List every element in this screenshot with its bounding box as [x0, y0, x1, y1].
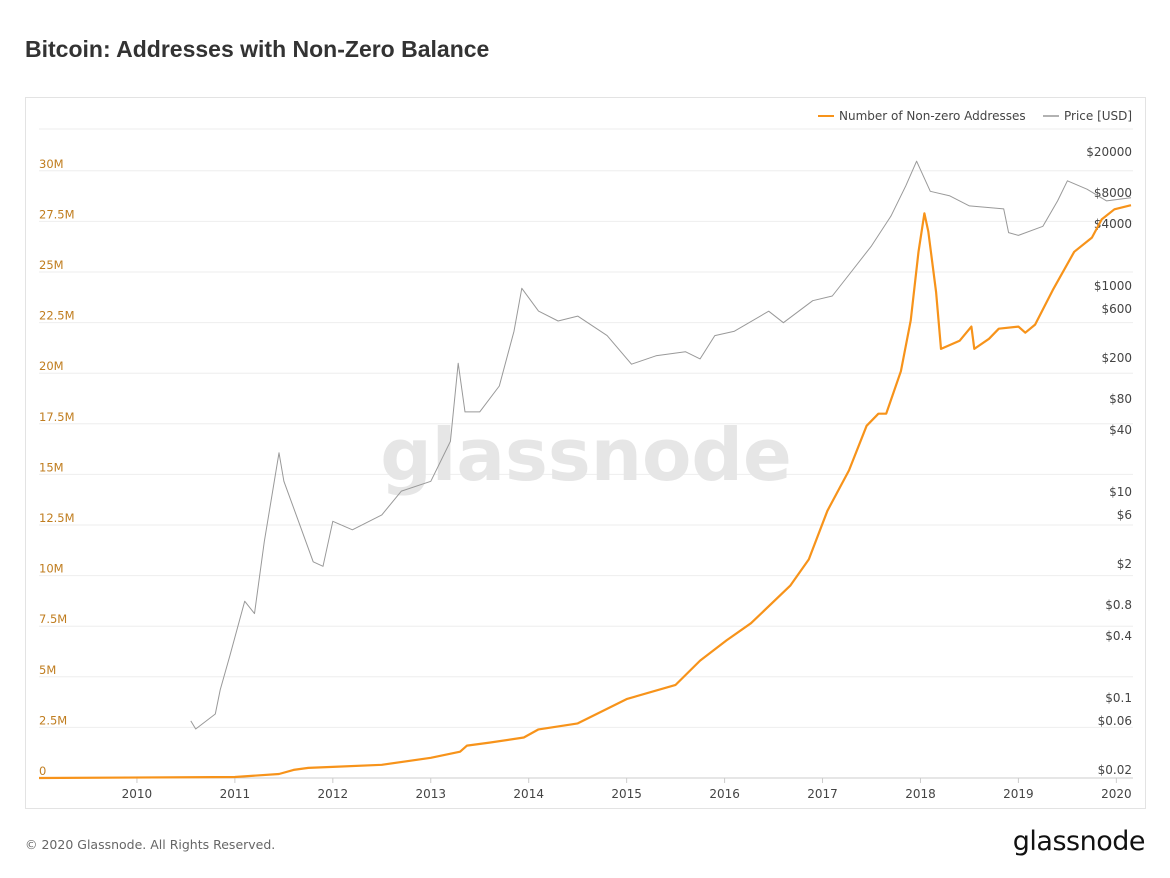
- copyright: © 2020 Glassnode. All Rights Reserved.: [25, 837, 276, 852]
- right-tick-label: $600: [1101, 302, 1132, 316]
- left-tick-label: 10M: [39, 562, 64, 576]
- left-tick-label: 22.5M: [39, 309, 75, 323]
- left-tick-label: 30M: [39, 157, 64, 171]
- left-tick-label: 20M: [39, 359, 64, 373]
- left-tick-label: 25M: [39, 258, 64, 272]
- left-tick-label: 12.5M: [39, 511, 75, 525]
- right-tick-label: $0.02: [1098, 763, 1132, 777]
- left-tick-label: 17.5M: [39, 410, 75, 424]
- x-tick-label: 2016: [709, 787, 740, 801]
- chart-title: Bitcoin: Addresses with Non-Zero Balance: [25, 36, 490, 62]
- right-tick-label: $10: [1109, 485, 1132, 499]
- x-tick-label: 2015: [611, 787, 642, 801]
- series-line-price: [190, 160, 1132, 730]
- x-tick-label: 2020: [1101, 787, 1132, 801]
- right-tick-label: $6: [1117, 508, 1132, 522]
- right-tick-label: $4000: [1094, 217, 1132, 231]
- left-tick-label: 15M: [39, 460, 64, 474]
- chart: 0 2.5M 5M 7.5M 10M 12.5M 15M 17.5M 20M 22.5M 25M 27…: [38, 109, 1133, 801]
- right-tick-label: $80: [1109, 392, 1132, 406]
- watermark: glassnode: [380, 413, 792, 497]
- glassnode-logo: glassnode: [1012, 826, 1146, 857]
- legend-label-addresses: Number of Non-zero Addresses: [839, 109, 1026, 123]
- right-tick-label: $0.4: [1105, 629, 1132, 643]
- x-tick-label: 2013: [415, 787, 446, 801]
- x-tick-label: 2012: [318, 787, 349, 801]
- right-tick-label: $0.06: [1098, 714, 1132, 728]
- x-tick-label: 2011: [220, 787, 251, 801]
- right-tick-label: $0.1: [1105, 691, 1132, 705]
- x-tick-label: 2014: [513, 787, 544, 801]
- right-tick-label: $0.8: [1105, 598, 1132, 612]
- right-tick-label: $40: [1109, 423, 1132, 437]
- x-tick-label: 2010: [122, 787, 153, 801]
- legend-label-price: Price [USD]: [1064, 109, 1132, 123]
- x-tick-label: 2017: [807, 787, 838, 801]
- left-tick-label: 27.5M: [39, 207, 75, 221]
- chart-frame: 0 2.5M 5M 7.5M 10M 12.5M 15M 17.5M 20M 22.5M 25M 27…: [25, 97, 1146, 809]
- x-tick-label: 2018: [905, 787, 936, 801]
- right-tick-label: $1000: [1094, 279, 1132, 293]
- left-tick-label: 0: [39, 764, 46, 778]
- series-line-addresses: [38, 204, 1132, 780]
- left-tick-label: 7.5M: [39, 612, 67, 626]
- left-tick-label: 5M: [39, 663, 56, 677]
- right-tick-label: $20000: [1086, 145, 1132, 159]
- right-tick-label: $2: [1117, 557, 1132, 571]
- x-tick-label: 2019: [1003, 787, 1034, 801]
- right-tick-label: $200: [1101, 351, 1132, 365]
- right-tick-label: $8000: [1094, 186, 1132, 200]
- left-tick-label: 2.5M: [39, 713, 67, 727]
